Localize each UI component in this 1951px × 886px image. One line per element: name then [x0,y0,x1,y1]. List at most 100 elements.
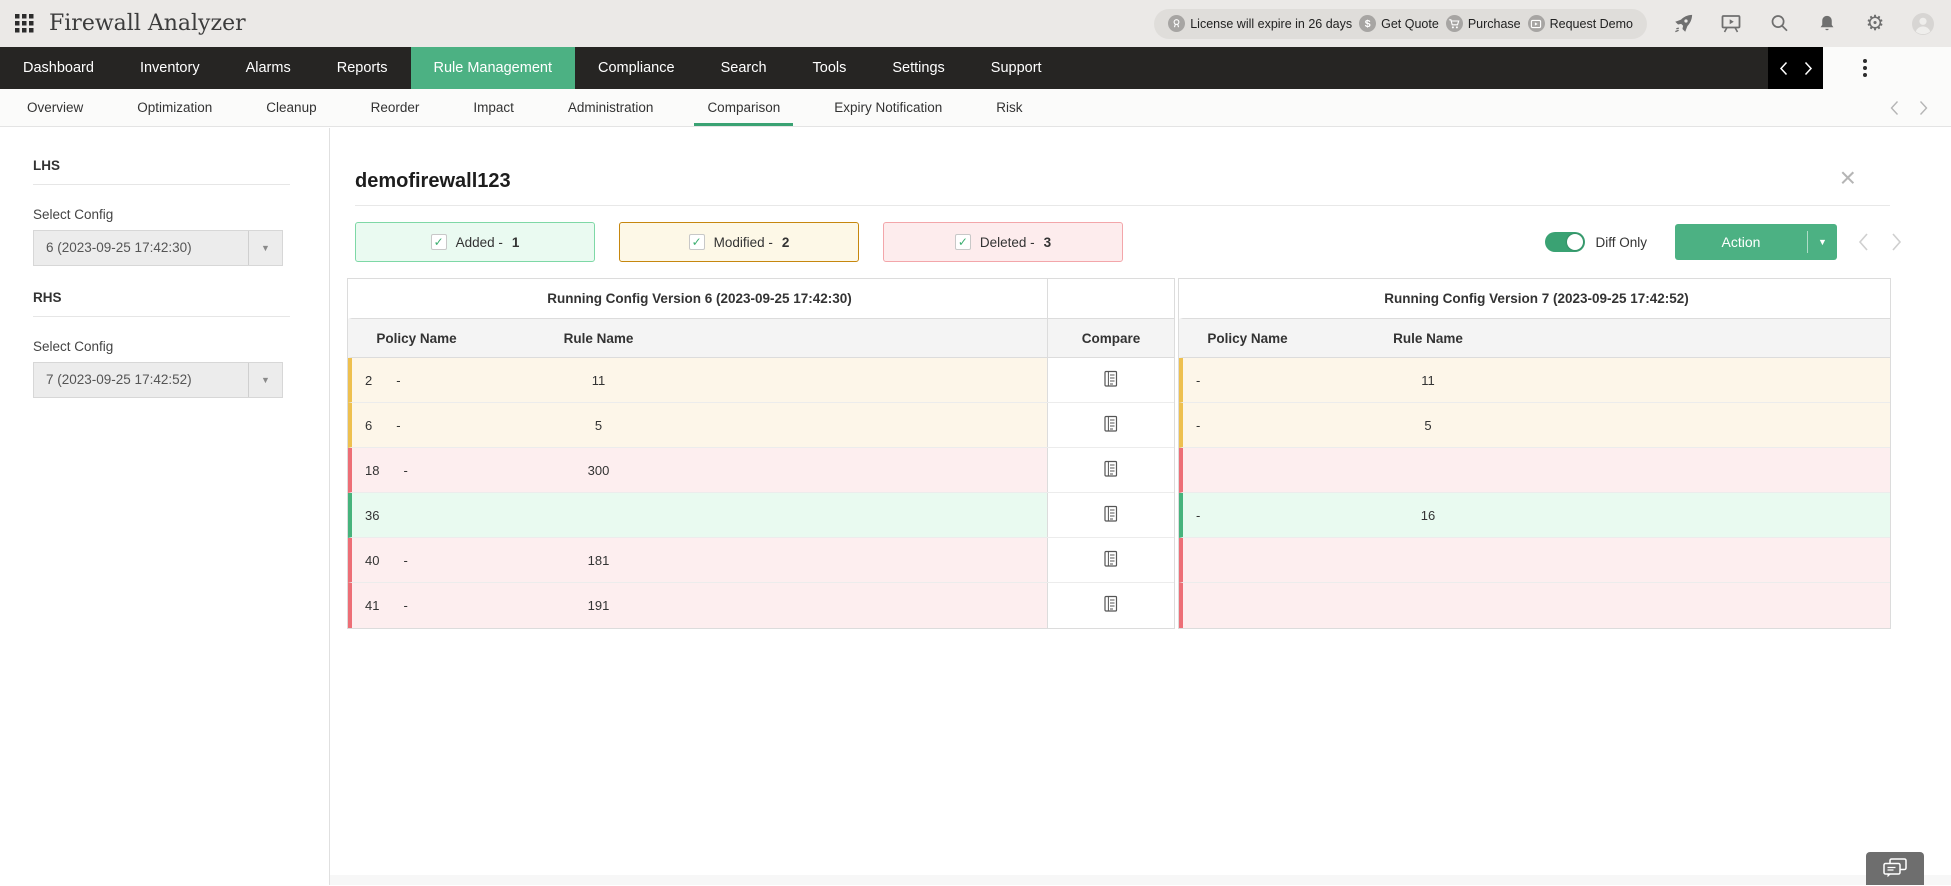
training-presentation-icon[interactable] [1719,12,1743,36]
lhs-config-select[interactable]: 6 (2023-09-25 17:42:30) ▼ [33,230,283,266]
nav-item-compliance[interactable]: Compliance [598,60,675,76]
request-demo-link[interactable]: Request Demo [1527,15,1633,32]
nav-item-alarms[interactable]: Alarms [245,60,291,76]
subnav-scroll-right[interactable] [1919,100,1929,116]
right-table-row[interactable]: - 11 [1179,358,1890,403]
subnav-item-risk[interactable]: Risk [996,100,1023,115]
nav-item-search[interactable]: Search [720,60,767,76]
right-policy-cell: - [1183,358,1312,402]
compare-icon[interactable] [1104,550,1118,571]
nav-item-settings[interactable]: Settings [892,60,945,76]
right-table-row[interactable] [1179,538,1890,583]
right-table-row[interactable] [1179,583,1890,628]
subnav-item-expiry-notification[interactable]: Expiry Notification [834,100,943,115]
get-quote-link[interactable]: $ Get Quote [1359,15,1439,32]
user-avatar[interactable] [1911,12,1935,36]
next-page-chevron[interactable] [1891,232,1903,252]
compare-cell[interactable] [1047,493,1174,537]
prev-page-chevron[interactable] [1857,232,1869,252]
compare-icon[interactable] [1104,370,1118,391]
rhs-block: RHS Select Config 7 (2023-09-25 17:42:52… [33,290,329,398]
subnav-item-impact[interactable]: Impact [473,100,514,115]
filter-deleted[interactable]: ✓ Deleted - 3 [883,222,1123,262]
compare-cell[interactable] [1047,448,1174,492]
left-policy-name: - [396,372,401,388]
settings-gear-icon[interactable]: ⚙ [1865,12,1885,35]
added-count: 1 [511,234,520,250]
nav-scroll-left[interactable] [1779,61,1788,76]
diff-only-toggle[interactable] [1545,232,1586,252]
nav-item-reports[interactable]: Reports [336,60,388,76]
left-table-row[interactable]: 40 - 181 [348,538,1174,583]
added-label: Added - [455,234,503,250]
rhs-config-select[interactable]: 7 (2023-09-25 17:42:52) ▼ [33,362,283,398]
lhs-select-label: Select Config [33,207,114,222]
right-rule-cell [1312,583,1544,628]
filter-added[interactable]: ✓ Added - 1 [355,222,595,262]
action-button[interactable]: Action ▼ [1675,224,1837,260]
close-icon[interactable]: × [1839,162,1856,193]
nav-scroll-box [1768,47,1823,89]
left-filler-cell [716,403,1047,447]
search-icon[interactable] [1767,12,1791,36]
whats-new-rocket-icon[interactable] [1671,12,1695,36]
left-rule-cell: 11 [591,372,606,388]
demo-icon [1527,15,1545,32]
compare-icon[interactable] [1104,460,1118,481]
added-checkbox[interactable]: ✓ [430,234,447,250]
subnav-item-cleanup[interactable]: Cleanup [266,100,317,115]
subnav-item-comparison[interactable]: Comparison [680,89,807,126]
compare-icon[interactable] [1104,415,1118,436]
compare-col-header: Compare [1047,319,1174,357]
right-table-row[interactable]: - 16 [1179,493,1890,538]
left-policy-name: - [396,417,401,433]
right-rule-cell: 11 [1421,372,1435,388]
compare-cell[interactable] [1047,583,1174,628]
left-table-title-row: Running Config Version 6 (2023-09-25 17:… [348,279,1174,319]
nav-item-inventory[interactable]: Inventory [139,60,200,76]
right-table-row[interactable] [1179,448,1890,493]
left-row-index: 6 [365,417,373,433]
compare-cell[interactable] [1047,538,1174,582]
nav-item-tools[interactable]: Tools [812,60,847,76]
rhs-heading: RHS [33,290,62,305]
nav-item-rule-management[interactable]: Rule Management [410,47,575,89]
left-table-row[interactable]: 18 - 300 [348,448,1174,493]
subnav-item-administration[interactable]: Administration [567,100,654,115]
filter-modified[interactable]: ✓ Modified - 2 [619,222,859,262]
purchase-label: Purchase [1467,16,1521,31]
compare-cell[interactable] [1047,358,1174,402]
primary-nav-items: Dashboard Inventory Alarms Reports Rule Mana… [0,47,1951,89]
action-caret-icon[interactable]: ▼ [1807,231,1837,253]
left-table-row[interactable]: 6-5 [348,403,1174,448]
nav-scroll-right[interactable] [1804,61,1813,76]
left-config-table: Running Config Version 6 (2023-09-25 17:… [347,278,1175,629]
nav-item-support[interactable]: Support [990,60,1042,76]
app-grid-icon[interactable] [12,12,36,36]
app-title: Firewall Analyzer [49,11,246,36]
subnav-item-reorder[interactable]: Reorder [370,100,420,115]
left-filler-cell [716,583,1047,628]
left-table-row[interactable]: 36 [348,493,1174,538]
compare-title-spacer [1047,279,1174,318]
right-table-row[interactable]: -5 [1179,403,1890,448]
nav-kebab-menu-icon[interactable] [1863,59,1867,77]
left-table-row[interactable]: 2-11 [348,358,1174,403]
compare-cell[interactable] [1047,403,1174,447]
feedback-widget-button[interactable] [1866,852,1924,885]
subnav-item-optimization[interactable]: Optimization [137,100,213,115]
deleted-checkbox[interactable]: ✓ [954,234,971,250]
subnav-scroll-left[interactable] [1889,100,1899,116]
modified-checkbox[interactable]: ✓ [688,234,705,250]
purchase-link[interactable]: Purchase [1445,15,1521,32]
rhs-config-value: 7 (2023-09-25 17:42:52) [46,372,192,387]
subnav-item-overview[interactable]: Overview [27,100,84,115]
right-policy-cell [1183,583,1312,628]
compare-icon[interactable] [1104,595,1118,616]
notification-bell-icon[interactable] [1815,12,1839,36]
nav-item-dashboard[interactable]: Dashboard [23,60,94,76]
left-rule-cell: 300 [587,462,610,478]
rhs-select-caret-icon: ▼ [248,363,282,397]
compare-icon[interactable] [1104,505,1118,526]
left-table-row[interactable]: 41 - 191 [348,583,1174,628]
